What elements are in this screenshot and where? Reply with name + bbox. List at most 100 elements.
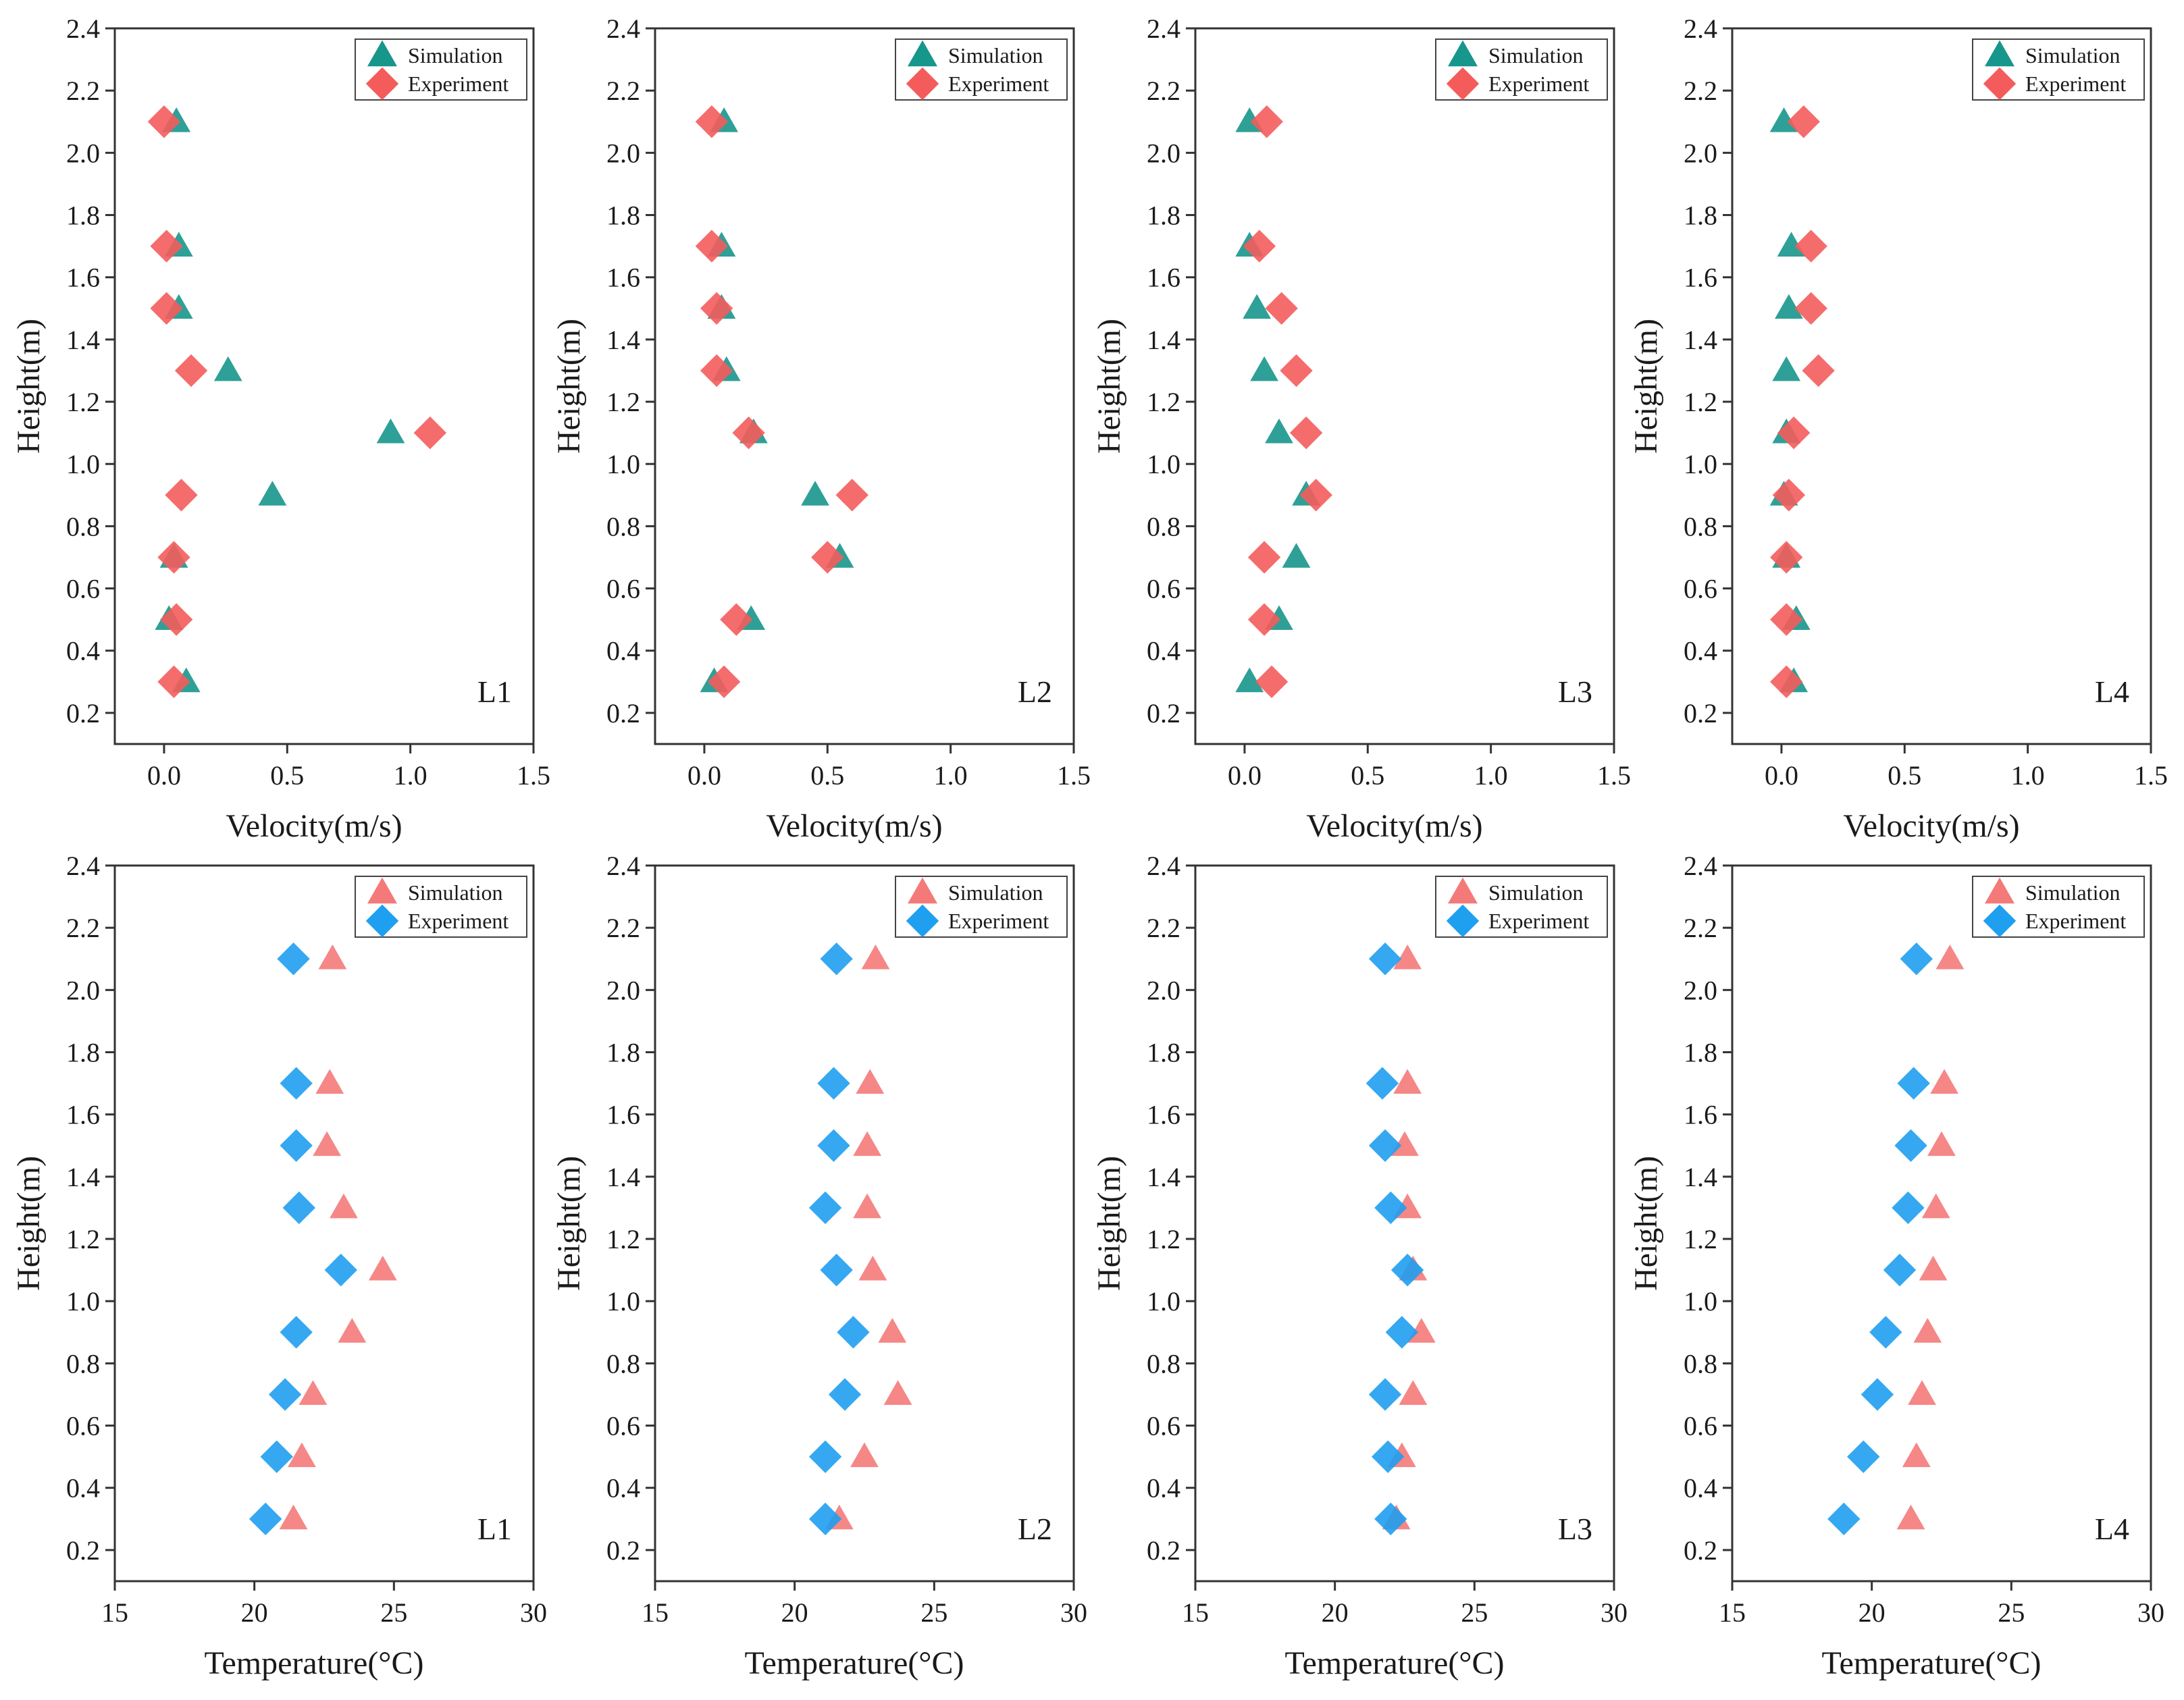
legend: Simulation Experiment [355,876,527,938]
x-tick-label: 30 [520,1597,547,1628]
y-tick-label: 2.4 [1684,14,1717,44]
data-point-experiment [1372,1440,1405,1473]
legend-marker-diamond [1446,67,1480,101]
x-tick-label: 30 [1060,1597,1087,1628]
y-tick-label: 0.4 [1147,1473,1180,1504]
data-point-simulation [1282,543,1311,568]
legend-marker-diamond [365,904,399,938]
data-point-experiment [1847,1440,1880,1473]
y-tick-label: 1.8 [66,1038,100,1068]
chart-panel-4: 0.2 0.4 0.6 0.8 1.0 1.2 1.4 1.6 1.8 2.0 2.2 2.4 0.0 0… [1628,14,2168,844]
legend-label: Simulation [2025,880,2120,905]
y-tick-label: 0.8 [606,1348,640,1379]
legend-marker-diamond [1446,904,1480,938]
data-point-experiment [1243,230,1276,263]
y-tick-label: 2.2 [1147,76,1180,106]
data-point-experiment [1777,416,1811,450]
x-tick-label: 1.5 [2134,760,2168,791]
x-tick-label: 20 [241,1597,268,1628]
legend-label: Experiment [1488,909,1589,933]
y-tick-label: 1.8 [1684,201,1717,231]
y-tick-label: 2.2 [606,913,640,943]
x-tick-label: 20 [781,1597,808,1628]
x-tick-label: 25 [920,1597,947,1628]
legend-marker-diamond [1983,904,2017,938]
data-point-experiment [1772,479,1806,512]
data-point-simulation [1908,1380,1936,1405]
series-experiment [1243,105,1332,699]
data-point-experiment [1770,603,1803,636]
legend-marker-triangle [367,877,397,904]
data-point-experiment [150,230,183,263]
legend-label: Simulation [408,880,502,905]
y-tick-label: 0.2 [1147,698,1180,728]
data-point-experiment [1869,1316,1902,1349]
x-tick-label: 1.0 [2011,760,2045,791]
data-point-simulation [1390,1131,1419,1157]
data-point-simulation [1935,945,1965,969]
y-tick-label: 1.6 [66,1100,100,1130]
y-tick-label: 2.4 [66,851,100,881]
data-point-experiment [1368,942,1402,976]
y-tick-label: 0.2 [606,698,640,728]
plot-frame [1194,27,1615,745]
y-tick-label: 0.8 [1147,511,1180,541]
data-point-experiment [1861,1378,1894,1411]
data-point-experiment [700,292,733,325]
chart-panel-2: 0.2 0.4 0.6 0.8 1.0 1.2 1.4 1.6 1.8 2.0 2.2 2.4 0.0 0… [551,14,1091,844]
data-point-experiment [808,1440,842,1473]
data-point-experiment [828,1378,862,1411]
y-tick-label: 0.6 [606,574,640,604]
x-axis-title: Temperature(°C) [1821,1645,2041,1681]
x-tick-label: 0.5 [270,760,304,791]
legend-label: Experiment [1488,72,1589,96]
data-point-experiment [282,1191,315,1225]
legend-label: Experiment [408,72,509,96]
x-axis-title: Velocity(m/s) [766,808,942,844]
y-tick-label: 1.6 [606,263,640,293]
y-tick-label: 1.0 [606,449,640,479]
y-tick-label: 1.8 [1684,1038,1717,1068]
data-point-experiment [413,416,447,450]
legend-marker-triangle [1985,877,2014,904]
chart-panel-1: 0.2 0.4 0.6 0.8 1.0 1.2 1.4 1.6 1.8 2.0 2.2 2.4 0.0 0… [11,14,550,844]
data-point-simulation [850,1442,879,1468]
chart-panel-3: 0.2 0.4 0.6 0.8 1.0 1.2 1.4 1.6 1.8 2.0 2.2 2.4 0.0 0… [1091,14,1631,844]
series-experiment [147,105,447,699]
data-point-simulation [801,481,829,506]
data-point-experiment [260,1440,293,1473]
y-tick-label: 2.0 [606,138,640,168]
data-point-simulation [1407,1318,1436,1343]
data-point-simulation [313,1131,342,1157]
x-tick-label: 15 [1719,1597,1746,1628]
y-tick-label: 0.6 [1684,574,1717,604]
panel-label: L1 [477,1512,512,1546]
panel-label: L4 [2095,1512,2129,1546]
y-tick-label: 1.0 [1147,449,1180,479]
plot-frame [1731,27,2152,745]
data-point-experiment [808,1191,842,1225]
legend: Simulation Experiment [1435,876,1608,938]
legend: Simulation Experiment [355,38,527,101]
plot-frame [113,864,535,1583]
data-point-simulation [279,1504,308,1530]
plot-frame [113,27,535,745]
y-tick-label: 1.6 [1147,1100,1180,1130]
y-tick-label: 0.6 [1147,1411,1180,1441]
data-point-experiment [147,105,181,138]
data-point-simulation [1769,107,1798,132]
data-point-simulation [213,356,242,381]
x-tick-label: 25 [1998,1597,2025,1628]
data-point-experiment [1894,1129,1927,1162]
data-point-experiment [1892,1191,1925,1225]
data-point-simulation [883,1380,912,1405]
x-tick-label: 0.0 [1228,760,1262,791]
legend: Simulation Experiment [1972,38,2145,101]
legend-marker-triangle [1985,40,2014,67]
data-point-experiment [268,1378,302,1411]
y-tick-label: 0.4 [1147,636,1180,666]
x-tick-label: 0.5 [1888,760,1921,791]
data-point-simulation [376,418,405,444]
panel-label: L1 [477,674,512,709]
